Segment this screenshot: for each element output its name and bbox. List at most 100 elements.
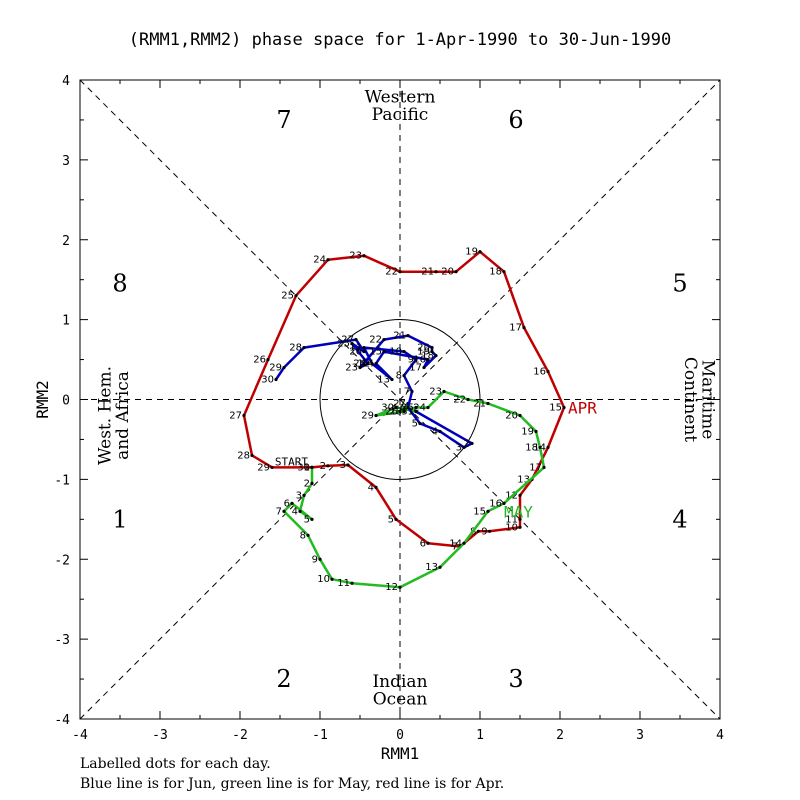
- day-label-jun: 12: [357, 359, 370, 370]
- day-dot-jun: [390, 377, 394, 382]
- day-label-may: 5: [304, 514, 310, 525]
- day-dot-jun: [354, 337, 358, 342]
- day-label-jun: 17: [409, 363, 422, 374]
- day-label-apr: 28: [237, 450, 250, 461]
- day-label-jun: 28: [289, 343, 302, 354]
- day-label-jun: 20: [417, 343, 430, 354]
- day-label-jun: 9: [408, 355, 414, 366]
- day-label-jun: 19: [417, 347, 430, 358]
- day-label-jun: 2: [464, 438, 470, 449]
- day-dot-jun: [382, 337, 386, 342]
- day-label-may: 8: [300, 530, 306, 541]
- day-dot-apr: [270, 465, 274, 469]
- y-tick-label: 1: [62, 314, 70, 329]
- day-dot-may: [438, 565, 442, 569]
- day-label-may: 9: [312, 554, 318, 565]
- day-dot-apr: [398, 270, 402, 274]
- day-label-apr: 11: [505, 514, 518, 525]
- day-label-apr: 17: [509, 323, 522, 334]
- day-dot-apr: [242, 413, 246, 418]
- day-label-jun: 5: [412, 418, 418, 429]
- day-dot-apr: [250, 453, 254, 458]
- day-dot-apr: [488, 529, 492, 533]
- phase-number-5: 5: [672, 270, 687, 298]
- day-dot-may: [466, 397, 470, 402]
- day-label-apr: 16: [533, 367, 546, 378]
- day-label-may: 31: [401, 406, 414, 417]
- x-tick-label: 4: [716, 728, 724, 743]
- day-dot-may: [518, 413, 522, 418]
- phase-number-3: 3: [508, 665, 523, 693]
- day-dot-jun: [366, 361, 370, 366]
- day-dot-may: [330, 577, 334, 581]
- day-dot-may: [310, 517, 314, 521]
- day-label-apr: 1: [304, 462, 310, 473]
- day-label-jun: 13: [377, 375, 390, 386]
- day-dot-may: [486, 401, 490, 406]
- day-dot-jun: [430, 349, 434, 354]
- day-dot-jun: [406, 405, 410, 410]
- day-dot-jun: [422, 365, 426, 370]
- day-dot-may: [282, 509, 286, 513]
- y-tick-label: 0: [62, 394, 70, 409]
- region-label-bottom-2: Ocean: [373, 690, 428, 710]
- day-dot-may: [302, 493, 306, 497]
- day-dot-may: [462, 541, 466, 545]
- footer-line-2: Blue line is for Jun, green line is for …: [80, 776, 505, 792]
- phase-number-4: 4: [672, 505, 687, 533]
- day-label-jun: 21: [393, 331, 406, 342]
- day-dot-apr: [562, 405, 566, 410]
- x-tick-label: 2: [556, 728, 564, 743]
- day-label-apr: 7: [452, 541, 458, 552]
- series-line-apr: [242, 250, 566, 548]
- day-dot-may: [426, 405, 430, 410]
- day-dot-may: [310, 481, 314, 485]
- chart-title: (RMM1,RMM2) phase space for 1-Apr-1990 t…: [128, 30, 672, 50]
- day-label-apr: 6: [420, 538, 426, 549]
- day-label-may: 3: [296, 490, 302, 501]
- day-dot-apr: [266, 357, 270, 362]
- day-dot-may: [414, 405, 418, 410]
- day-dot-jun: [426, 357, 430, 362]
- day-label-jun: 6: [400, 402, 406, 413]
- day-label-apr: 3: [340, 460, 346, 471]
- day-label-may: 7: [276, 506, 282, 517]
- day-label-apr: 23: [349, 251, 362, 262]
- day-dot-jun: [402, 349, 406, 354]
- day-dot-jun: [414, 357, 418, 362]
- day-label-jun: 16: [413, 355, 426, 366]
- day-label-apr: 4: [368, 482, 374, 493]
- day-dot-apr: [426, 541, 430, 545]
- day-dot-jun: [434, 353, 438, 358]
- footer-line-1: Labelled dots for each day.: [80, 756, 271, 772]
- day-label-apr: 25: [281, 291, 294, 302]
- day-label-jun: 30: [261, 375, 274, 386]
- day-label-apr: 13: [517, 474, 530, 485]
- x-tick-label: 1: [476, 728, 484, 743]
- x-tick-label: 0: [396, 728, 404, 743]
- y-tick-label: -4: [54, 713, 70, 728]
- day-dot-jun: [418, 421, 422, 426]
- x-tick-label: -2: [232, 728, 248, 743]
- day-label-may: 18: [525, 442, 538, 453]
- day-dot-apr: [518, 525, 522, 529]
- day-label-apr: 10: [505, 522, 518, 533]
- day-label-apr: 21: [421, 267, 434, 278]
- day-label-may: 6: [284, 498, 290, 509]
- day-dot-jun: [358, 365, 362, 370]
- day-dot-apr: [546, 445, 550, 450]
- y-tick-label: 2: [62, 234, 70, 249]
- day-dot-may: [394, 405, 398, 410]
- day-label-jun: 27: [341, 335, 354, 346]
- day-dot-apr: [434, 270, 438, 274]
- day-label-may: 23: [429, 387, 442, 398]
- day-label-may: 29: [361, 410, 374, 421]
- day-label-may: 24: [413, 402, 426, 413]
- day-dot-jun: [382, 349, 386, 354]
- y-tick-label: 3: [62, 154, 70, 169]
- phase-number-7: 7: [276, 106, 291, 134]
- day-label-may: 21: [473, 398, 486, 409]
- day-label-jun: 10: [389, 347, 402, 358]
- day-dot-jun: [350, 341, 354, 346]
